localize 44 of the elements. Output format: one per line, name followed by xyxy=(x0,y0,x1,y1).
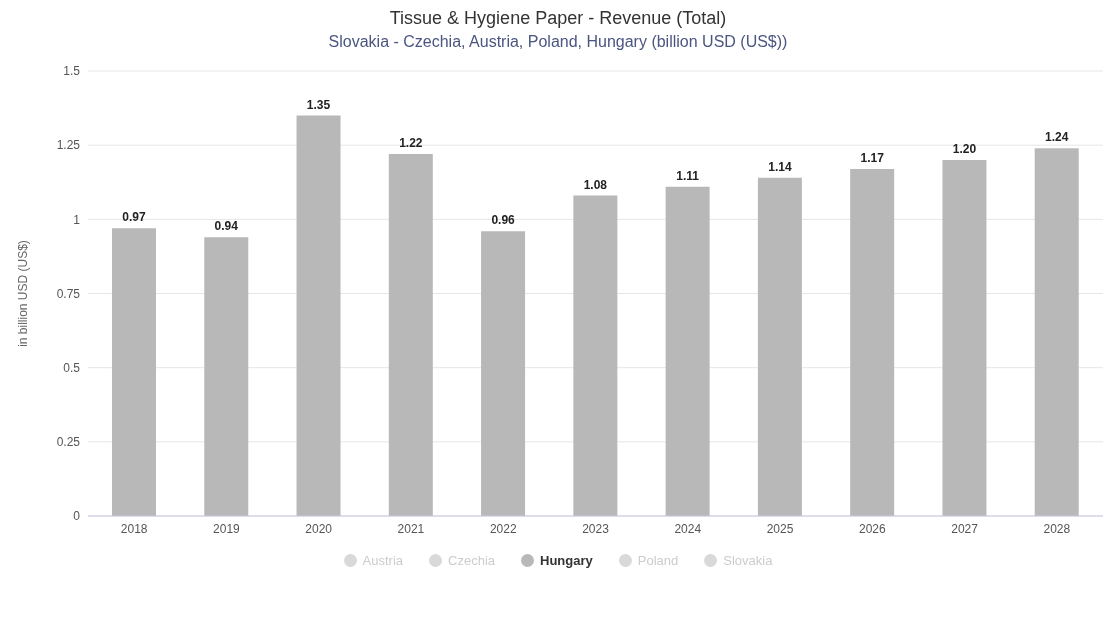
bar xyxy=(388,154,433,516)
x-tick-label: 2018 xyxy=(120,521,148,536)
x-tick-label: 2027 xyxy=(951,521,979,536)
data-label: 1.08 xyxy=(583,177,608,192)
data-label: 1.17 xyxy=(860,150,885,165)
bar xyxy=(942,160,987,516)
bar xyxy=(850,168,895,516)
bar xyxy=(481,231,526,516)
x-tick-label: 2024 xyxy=(674,521,702,536)
bar xyxy=(111,228,156,516)
chart-title: Tissue & Hygiene Paper - Revenue (Total) xyxy=(388,8,728,29)
bar xyxy=(1034,148,1079,516)
data-label: 0.97 xyxy=(122,210,146,225)
bar xyxy=(757,177,802,516)
data-label: 0.96 xyxy=(491,213,516,228)
y-axis-title: in billion USD (US$) xyxy=(16,240,31,347)
y-tick-label: 0 xyxy=(73,509,81,524)
data-label: 1.20 xyxy=(952,142,977,156)
y-tick-label: 1.5 xyxy=(63,64,81,79)
data-label: 1.24 xyxy=(1045,130,1069,145)
data-label: 1.14 xyxy=(768,159,792,174)
x-tick-label: 2021 xyxy=(397,521,425,536)
y-tick-label: 0.75 xyxy=(56,286,81,301)
x-tick-label: 2022 xyxy=(489,521,517,536)
bar xyxy=(573,195,618,516)
data-label: 1.11 xyxy=(676,168,700,183)
y-tick-label: 1 xyxy=(73,212,81,227)
x-tick-label: 2019 xyxy=(213,521,241,536)
bar xyxy=(204,237,249,516)
x-tick-label: 2025 xyxy=(766,521,794,536)
data-label: 1.22 xyxy=(399,136,423,151)
x-tick-label: 2020 xyxy=(305,521,333,536)
data-label: 1.35 xyxy=(306,97,331,112)
y-tick-label: 0.25 xyxy=(56,435,81,450)
x-tick-label: 2026 xyxy=(858,521,886,536)
chart-subtitle: Slovakia - Czechia, Austria, Poland, Hungary (billion USD (US$)) xyxy=(327,33,789,51)
bar xyxy=(665,186,710,516)
data-label: 0.94 xyxy=(214,219,239,234)
bar xyxy=(296,115,341,516)
legend-label: Hungary xyxy=(540,553,593,568)
x-tick-label: 2023 xyxy=(582,521,610,536)
y-tick-label: 1.25 xyxy=(56,138,81,153)
y-tick-label: 0.5 xyxy=(63,360,81,375)
x-tick-label: 2028 xyxy=(1043,521,1071,536)
